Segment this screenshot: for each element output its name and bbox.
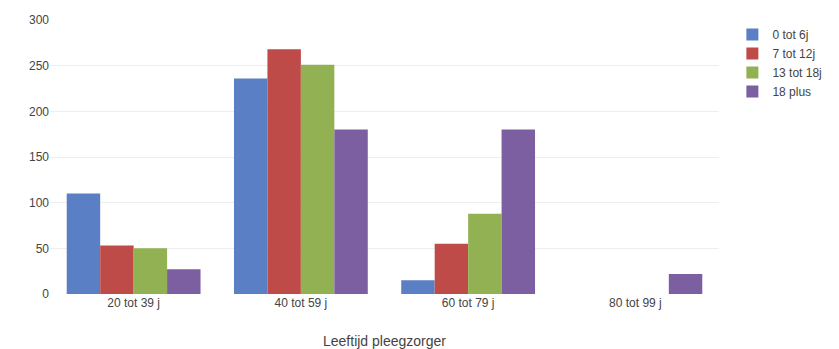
svg-text:100: 100: [29, 196, 49, 210]
svg-text:50: 50: [36, 242, 50, 256]
svg-text:0: 0: [42, 287, 49, 301]
svg-text:250: 250: [29, 59, 49, 73]
svg-text:80 tot 99 j: 80 tot 99 j: [609, 296, 662, 310]
svg-text:150: 150: [29, 150, 49, 164]
svg-text:Leeftijd pleegzorger: Leeftijd pleegzorger: [323, 333, 446, 349]
svg-text:7 tot 12j: 7 tot 12j: [772, 47, 815, 61]
svg-text:300: 300: [29, 13, 49, 27]
svg-text:0 tot 6j: 0 tot 6j: [772, 28, 808, 42]
svg-text:200: 200: [29, 105, 49, 119]
svg-text:20 tot 39 j: 20 tot 39 j: [107, 296, 160, 310]
svg-text:18 plus: 18 plus: [772, 85, 811, 99]
svg-text:40 tot 59 j: 40 tot 59 j: [275, 296, 328, 310]
svg-text:13 tot 18j: 13 tot 18j: [772, 66, 821, 80]
svg-text:60 tot 79 j: 60 tot 79 j: [442, 296, 495, 310]
